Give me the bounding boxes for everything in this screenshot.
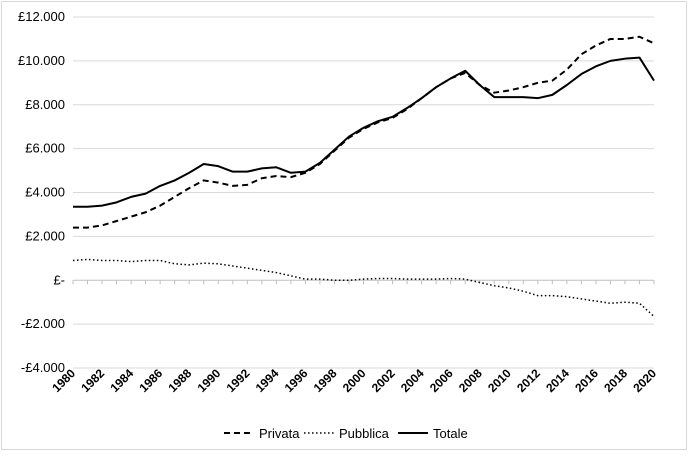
- y-tick-label: -£2.000: [21, 316, 65, 331]
- x-tick-label: 1990: [195, 366, 224, 395]
- x-tick-label: 1992: [224, 366, 253, 395]
- y-tick-label: -£4.000: [21, 360, 65, 375]
- x-tick-label: 1994: [253, 366, 282, 395]
- x-tick-label: 2014: [543, 366, 572, 395]
- x-axis: [72, 279, 655, 285]
- gridlines: [73, 16, 654, 369]
- line-chart: -£4.000 -£2.000 £- £2.000 £4.000 £6.000 £8.000…: [18, 9, 659, 441]
- y-tick-label: £8.000: [25, 97, 65, 112]
- x-tick-label: 2008: [456, 366, 485, 395]
- x-tick-label: 2012: [514, 366, 543, 395]
- x-tick-label: 1988: [166, 366, 195, 395]
- y-tick-label: £4.000: [25, 185, 65, 200]
- series-line-totale: [73, 56, 655, 208]
- y-axis-tick-labels: -£4.000 -£2.000 £- £2.000 £4.000 £6.000 £8.000…: [18, 9, 65, 375]
- x-tick-label: 1998: [311, 366, 340, 395]
- legend: Privata Pubblica Totale: [224, 426, 468, 441]
- y-tick-label: £12.000: [18, 9, 65, 24]
- y-tick-label: £6.000: [25, 141, 65, 156]
- x-tick-label: 2020: [630, 366, 659, 395]
- x-axis-tick-labels: 1980 1982 1984 1986 1988 1990 1992 1994 1996 1998…: [49, 366, 659, 395]
- legend-label-pubblica: Pubblica: [339, 426, 390, 441]
- x-tick-label: 2016: [572, 366, 601, 395]
- legend-label-privata: Privata: [259, 426, 300, 441]
- x-tick-label: 2010: [485, 366, 514, 395]
- chart-frame: -£4.000 -£2.000 £- £2.000 £4.000 £6.000 £8.000…: [1, 1, 687, 450]
- x-tick-label: 2018: [601, 366, 630, 395]
- x-tick-label: 2004: [398, 366, 427, 395]
- y-tick-label: £10.000: [18, 53, 65, 68]
- x-tick-label: 1986: [136, 366, 165, 395]
- x-tick-label: 2000: [340, 366, 369, 395]
- x-tick-label: 2002: [369, 366, 398, 395]
- x-tick-label: 1996: [282, 366, 311, 395]
- y-tick-label: £-: [53, 272, 65, 287]
- x-tick-label: 1982: [78, 366, 107, 395]
- y-tick-label: £2.000: [25, 228, 65, 243]
- x-tick-label: 1984: [107, 366, 136, 395]
- x-tick-label: 2006: [427, 366, 456, 395]
- legend-label-totale: Totale: [433, 426, 468, 441]
- series-lines: [72, 35, 655, 318]
- series-line-privata: [73, 35, 655, 229]
- series-line-pubblica: [72, 258, 655, 318]
